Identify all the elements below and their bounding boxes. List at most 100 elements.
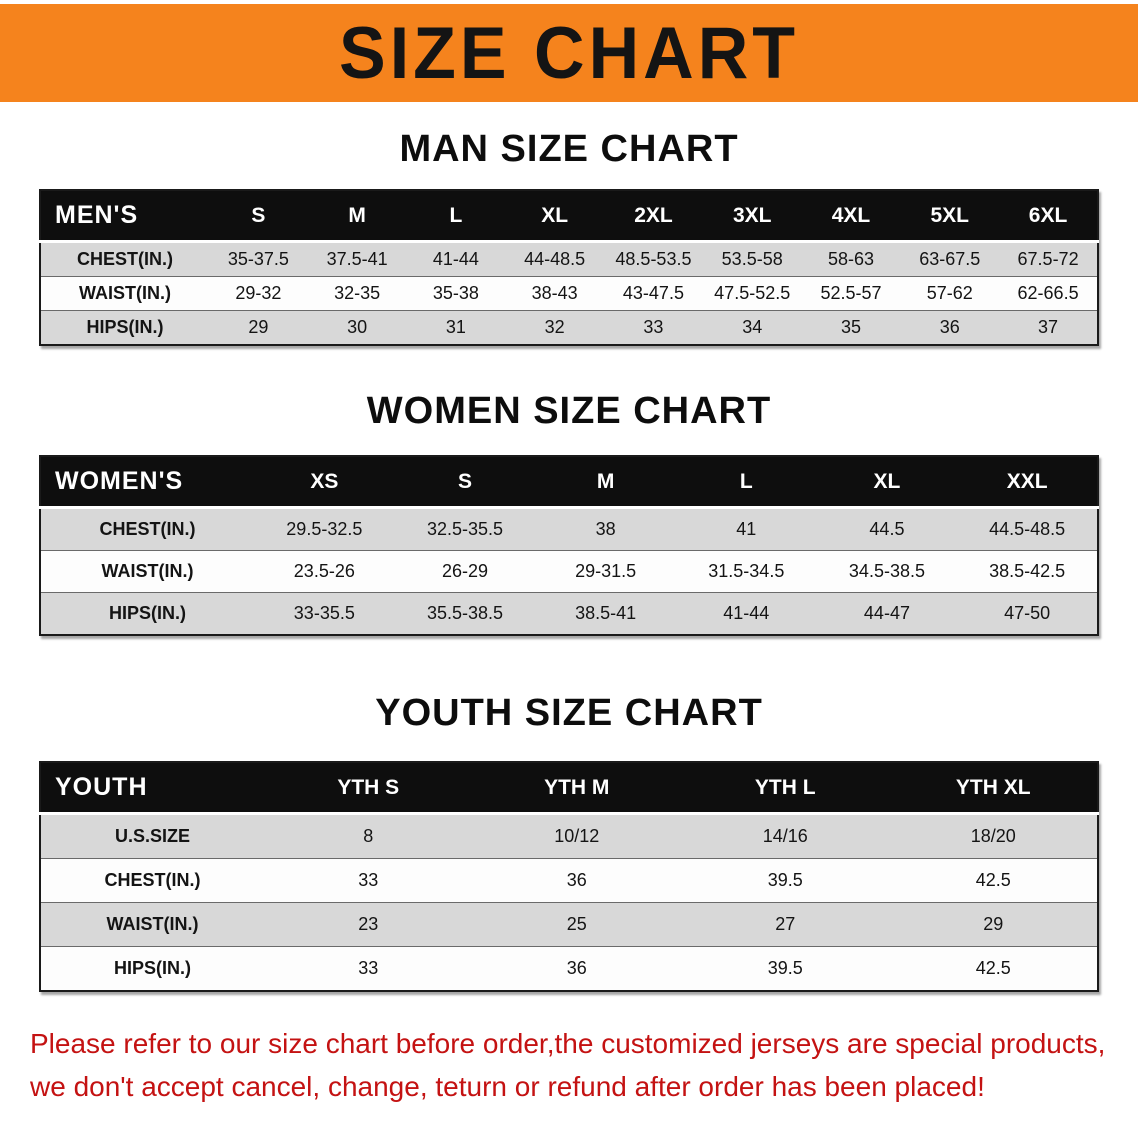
size-value-cell: 23.5-26 — [254, 550, 395, 593]
size-value-cell: 29-32 — [209, 276, 308, 311]
size-value-cell: 29-31.5 — [535, 550, 676, 593]
size-column-header: XXL — [957, 456, 1098, 509]
row-label: U.S.SIZE — [40, 813, 264, 859]
size-value-cell: 8 — [264, 813, 473, 859]
size-column-header: 5XL — [900, 190, 1000, 243]
size-value-cell: 41 — [675, 507, 817, 551]
size-column-header: M — [307, 190, 407, 243]
size-value-cell: 38 — [535, 507, 676, 551]
size-value-cell: 29 — [889, 902, 1098, 947]
row-label: WAIST(IN.) — [40, 902, 264, 947]
size-value-cell: 47.5-52.5 — [702, 276, 802, 311]
row-label: WAIST(IN.) — [40, 550, 254, 593]
table-row: HIPS(IN.) 33-35.5 35.5-38.5 38.5-41 41-44 44-… — [40, 592, 1098, 635]
size-value-cell: 18/20 — [889, 813, 1098, 859]
size-value-cell: 30 — [307, 310, 407, 345]
row-label: WAIST(IN.) — [40, 276, 209, 311]
size-value-cell: 41-44 — [675, 592, 817, 635]
size-value-cell: 62-66.5 — [999, 276, 1098, 311]
size-column-header: YTH XL — [889, 762, 1098, 815]
size-value-cell: 33 — [604, 310, 703, 345]
size-table: MEN'S S M L XL 2XL 3XL 4XL 5XL 6XL CHEST(IN.) 35-37… — [39, 189, 1099, 346]
footer-note-line-2: we don't accept cancel, change, teturn o… — [30, 1071, 985, 1103]
size-value-cell: 27 — [681, 902, 890, 947]
size-column-header: L — [675, 456, 817, 509]
table-header-row: WOMEN'S XS S M L XL XXL — [40, 456, 1098, 509]
table-row: HIPS(IN.) 29 30 31 32 33 34 35 36 37 — [40, 310, 1098, 345]
size-value-cell: 36 — [472, 858, 681, 903]
size-value-cell: 36 — [900, 310, 1000, 345]
row-label: HIPS(IN.) — [40, 592, 254, 635]
size-value-cell: 48.5-53.5 — [604, 241, 703, 277]
size-value-cell: 44-47 — [816, 592, 958, 635]
footer-note: Please refer to our size chart before or… — [30, 1022, 1108, 1129]
size-column-header: YTH M — [472, 762, 681, 815]
table-header-row: MEN'S S M L XL 2XL 3XL 4XL 5XL 6XL — [40, 190, 1098, 243]
size-value-cell: 57-62 — [900, 276, 1000, 311]
size-value-cell: 39.5 — [681, 946, 890, 991]
table-row: CHEST(IN.) 33 36 39.5 42.5 — [40, 858, 1098, 903]
size-value-cell: 38-43 — [505, 276, 605, 311]
size-value-cell: 32-35 — [307, 276, 407, 311]
size-value-cell: 33-35.5 — [254, 592, 395, 635]
youth-section-heading: YOUTH SIZE CHART — [375, 692, 763, 734]
size-column-header: 2XL — [604, 190, 703, 243]
size-column-header: M — [535, 456, 676, 509]
row-label: CHEST(IN.) — [40, 858, 264, 903]
table-title-cell: WOMEN'S — [40, 456, 254, 509]
row-label: HIPS(IN.) — [40, 946, 264, 991]
size-value-cell: 44.5 — [816, 507, 958, 551]
table-header-row: YOUTH YTH S YTH M YTH L YTH XL — [40, 762, 1098, 815]
size-value-cell: 41-44 — [406, 241, 506, 277]
size-column-header: L — [406, 190, 506, 243]
footer-note-line-1: Please refer to our size chart before or… — [30, 1028, 1106, 1059]
size-value-cell: 43-47.5 — [604, 276, 703, 311]
size-column-header: YTH S — [264, 762, 473, 815]
size-value-cell: 35-38 — [406, 276, 506, 311]
size-value-cell: 37.5-41 — [307, 241, 407, 277]
size-value-cell: 38.5-42.5 — [957, 550, 1098, 593]
size-value-cell: 34.5-38.5 — [816, 550, 958, 593]
size-value-cell: 42.5 — [889, 946, 1098, 991]
size-value-cell: 31 — [406, 310, 506, 345]
size-value-cell: 44.5-48.5 — [957, 507, 1098, 551]
size-value-cell: 35-37.5 — [209, 241, 308, 277]
size-value-cell: 32.5-35.5 — [394, 507, 536, 551]
size-value-cell: 36 — [472, 946, 681, 991]
size-value-cell: 29.5-32.5 — [254, 507, 395, 551]
size-value-cell: 37 — [999, 310, 1098, 345]
size-value-cell: 10/12 — [472, 813, 681, 859]
size-value-cell: 42.5 — [889, 858, 1098, 903]
table-row: WAIST(IN.) 29-32 32-35 35-38 38-43 43-47.5 47.… — [40, 276, 1098, 311]
size-value-cell: 34 — [702, 310, 802, 345]
men-section-heading: MAN SIZE CHART — [399, 128, 739, 170]
size-value-cell: 39.5 — [681, 858, 890, 903]
size-column-header: 3XL — [702, 190, 802, 243]
row-label: HIPS(IN.) — [40, 310, 209, 345]
youth-size-table: YOUTH YTH S YTH M YTH L YTH XL U.S.SIZE 8 10/12… — [39, 761, 1099, 992]
table-row: WAIST(IN.) 23.5-26 26-29 29-31.5 31.5-34.5 34… — [40, 550, 1098, 593]
size-value-cell: 58-63 — [801, 241, 901, 277]
table-row: WAIST(IN.) 23 25 27 29 — [40, 902, 1098, 947]
size-column-header: YTH L — [681, 762, 890, 815]
size-column-header: XS — [254, 456, 395, 509]
size-value-cell: 38.5-41 — [535, 592, 676, 635]
size-column-header: XL — [505, 190, 605, 243]
size-value-cell: 23 — [264, 902, 473, 947]
men-size-table: MEN'S S M L XL 2XL 3XL 4XL 5XL 6XL CHEST(IN.) 35-37… — [39, 189, 1099, 346]
size-value-cell: 44-48.5 — [505, 241, 605, 277]
row-label: CHEST(IN.) — [40, 507, 254, 551]
size-value-cell: 33 — [264, 946, 473, 991]
size-table: YOUTH YTH S YTH M YTH L YTH XL U.S.SIZE 8 10/12… — [39, 761, 1099, 992]
size-table: WOMEN'S XS S M L XL XXL CHEST(IN.) 29.5-32.5 32.5… — [39, 455, 1099, 636]
women-section-heading: WOMEN SIZE CHART — [366, 390, 772, 432]
table-row: CHEST(IN.) 35-37.5 37.5-41 41-44 44-48.5 48.5… — [40, 241, 1098, 277]
size-value-cell: 35 — [801, 310, 901, 345]
size-column-header: 6XL — [999, 190, 1098, 243]
size-value-cell: 29 — [209, 310, 308, 345]
size-chart-banner: SIZE CHART — [0, 4, 1138, 102]
row-label: CHEST(IN.) — [40, 241, 209, 277]
table-row: U.S.SIZE 8 10/12 14/16 18/20 — [40, 813, 1098, 859]
size-column-header: XL — [816, 456, 958, 509]
size-value-cell: 63-67.5 — [900, 241, 1000, 277]
